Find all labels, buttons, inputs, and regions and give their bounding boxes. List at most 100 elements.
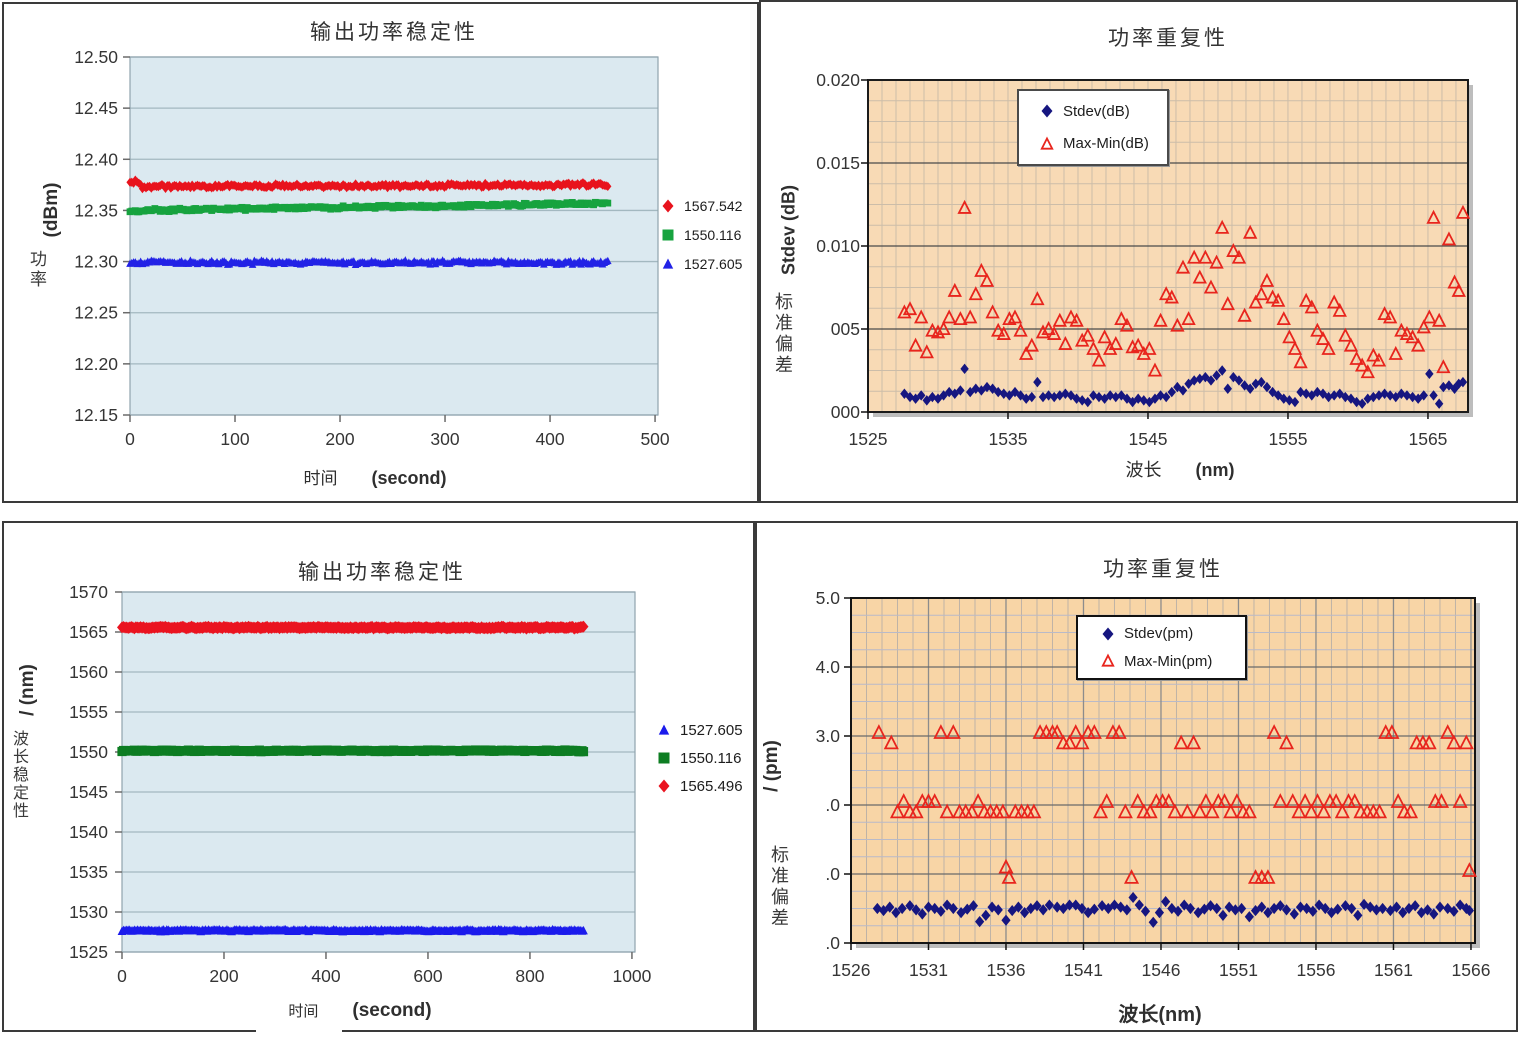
svg-text:1555: 1555 bbox=[1269, 429, 1308, 449]
svg-text:1565: 1565 bbox=[1408, 429, 1447, 449]
svg-text:0.015: 0.015 bbox=[816, 153, 860, 173]
series-1527.605 bbox=[126, 256, 612, 269]
bottom-border-gap bbox=[256, 1028, 342, 1039]
svg-text:.0: .0 bbox=[825, 795, 840, 815]
red-diamond-icon bbox=[656, 778, 672, 794]
svg-text:12.30: 12.30 bbox=[74, 252, 118, 272]
br-chart-title: 功率重复性 bbox=[1103, 558, 1223, 581]
bl-legend-item-1527: 1527.605 bbox=[656, 722, 743, 739]
svg-text:200: 200 bbox=[209, 966, 238, 986]
tr-legend-item-maxmin: Max-Min(dB) bbox=[1019, 135, 1167, 152]
tr-legend: Stdev(dB) Max-Min(dB) bbox=[1017, 89, 1169, 166]
svg-text:1530: 1530 bbox=[69, 902, 108, 922]
tl-legend-item-1567: 1567.542 bbox=[660, 198, 742, 214]
br-legend: Stdev(pm) Max-Min(pm) bbox=[1076, 615, 1247, 680]
red-open-triangle-icon bbox=[1039, 136, 1055, 152]
chart-tl: 0 100 200 300 400 500 12.50 12.45 12.40 12.35 12.3… bbox=[74, 47, 670, 449]
svg-text:0: 0 bbox=[125, 429, 135, 449]
tl-chart-title: 输出功率稳定性 bbox=[310, 21, 478, 44]
tl-legend-item-1527: 1527.605 bbox=[660, 256, 742, 272]
svg-text:1551: 1551 bbox=[1219, 960, 1258, 980]
bl-y-axis-title-cn: 波长稳定性 bbox=[10, 730, 27, 820]
tr-x-axis-title: 波长 (nm) bbox=[1126, 456, 1235, 482]
chart-bl: 0 200 400 600 800 1000 1570 1565 1560 1555 1550 154… bbox=[69, 582, 652, 986]
svg-text:.0: .0 bbox=[825, 933, 840, 953]
svg-text:1536: 1536 bbox=[987, 960, 1026, 980]
blue-triangle-icon bbox=[660, 256, 676, 272]
svg-text:0.010: 0.010 bbox=[816, 236, 860, 256]
chart-tr: 1525 1535 1545 1555 1565 0.020 0.015 0.010 005 00… bbox=[816, 70, 1473, 449]
svg-text:1570: 1570 bbox=[69, 582, 108, 602]
panel-top-left bbox=[2, 2, 759, 503]
tl-x-title-unit: (second) bbox=[371, 468, 447, 488]
tr-x-title-cn: 波长 bbox=[1125, 460, 1162, 480]
svg-text:1560: 1560 bbox=[69, 662, 108, 682]
series-1567.542 bbox=[126, 175, 612, 194]
bl-chart-title: 输出功率稳定性 bbox=[298, 561, 466, 584]
svg-text:1546: 1546 bbox=[1142, 960, 1181, 980]
svg-text:500: 500 bbox=[640, 429, 669, 449]
svg-text:1525: 1525 bbox=[849, 429, 888, 449]
br-y-axis-title: / (pm) bbox=[761, 740, 782, 792]
svg-text:0.020: 0.020 bbox=[816, 70, 860, 90]
svg-text:0: 0 bbox=[117, 966, 127, 986]
svg-text:5.0: 5.0 bbox=[816, 588, 841, 608]
tl-legend-item-1550: 1550.116 bbox=[660, 227, 742, 243]
tl-y-axis-title-cn: 功率 bbox=[27, 250, 46, 290]
svg-text:1545: 1545 bbox=[1129, 429, 1168, 449]
bl-legend: 1527.605 1550.116 1565.496 bbox=[656, 716, 743, 800]
bl-x-title-cn: 时间 bbox=[288, 1003, 319, 1020]
svg-text:1555: 1555 bbox=[69, 702, 108, 722]
green-square-icon bbox=[656, 750, 672, 766]
svg-text:100: 100 bbox=[220, 429, 249, 449]
svg-text:1561: 1561 bbox=[1374, 960, 1413, 980]
panel-bottom-right bbox=[755, 521, 1518, 1032]
svg-text:005: 005 bbox=[831, 319, 860, 339]
bl-y-axis-title: / (nm) bbox=[17, 664, 38, 716]
tl-y-axis-title: (dBm) bbox=[41, 182, 62, 238]
panel-bottom-left bbox=[2, 521, 755, 1032]
tr-y-axis-title: Stdev (dB) bbox=[778, 185, 799, 275]
series-1527.605 bbox=[117, 924, 588, 936]
svg-text:1535: 1535 bbox=[69, 862, 108, 882]
svg-text:12.35: 12.35 bbox=[74, 200, 118, 220]
series-Max-Min(pm) bbox=[871, 724, 1477, 884]
br-x-axis-title: 波长(nm) bbox=[1118, 1004, 1202, 1026]
svg-text:1540: 1540 bbox=[69, 822, 108, 842]
bl-x-title-unit: (second) bbox=[352, 1000, 432, 1021]
svg-text:300: 300 bbox=[430, 429, 459, 449]
series-Max-Min(dB) bbox=[897, 199, 1471, 379]
red-open-triangle-icon bbox=[1100, 653, 1116, 669]
svg-text:1525: 1525 bbox=[69, 942, 108, 962]
br-legend-item-maxmin: Max-Min(pm) bbox=[1078, 653, 1245, 670]
svg-text:1556: 1556 bbox=[1297, 960, 1336, 980]
tr-legend-item-stdev: Stdev(dB) bbox=[1019, 103, 1167, 120]
svg-text:400: 400 bbox=[535, 429, 564, 449]
svg-text:1531: 1531 bbox=[909, 960, 948, 980]
series-1565.496 bbox=[117, 620, 589, 635]
navy-diamond-icon bbox=[1039, 103, 1055, 119]
tr-x-title-unit: (nm) bbox=[1195, 460, 1235, 480]
chart-br: 1526 1531 1536 1541 1546 1551 1556 1561 1566 5.0 4… bbox=[816, 588, 1491, 980]
bl-legend-item-1550: 1550.116 bbox=[656, 750, 743, 767]
svg-text:600: 600 bbox=[413, 966, 442, 986]
tr-y-axis-title-cn: 标准偏差 bbox=[773, 292, 793, 376]
tl-x-title-cn: 时间 bbox=[303, 469, 338, 488]
svg-text:12.45: 12.45 bbox=[74, 98, 118, 118]
svg-text:12.50: 12.50 bbox=[74, 47, 118, 67]
green-square-icon bbox=[660, 227, 676, 243]
svg-text:12.15: 12.15 bbox=[74, 405, 118, 425]
svg-text:.0: .0 bbox=[825, 864, 840, 884]
svg-text:400: 400 bbox=[311, 966, 340, 986]
svg-text:1566: 1566 bbox=[1452, 960, 1491, 980]
tl-x-axis-title: 时间 (second) bbox=[303, 464, 446, 489]
tr-chart-title: 功率重复性 bbox=[1108, 27, 1228, 50]
series-1550.116 bbox=[126, 198, 612, 216]
br-y-axis-title-cn: 标准偏差 bbox=[769, 845, 789, 929]
svg-text:3.0: 3.0 bbox=[816, 726, 841, 746]
blue-triangle-icon bbox=[656, 722, 672, 738]
svg-text:12.40: 12.40 bbox=[74, 149, 118, 169]
svg-text:1526: 1526 bbox=[832, 960, 871, 980]
